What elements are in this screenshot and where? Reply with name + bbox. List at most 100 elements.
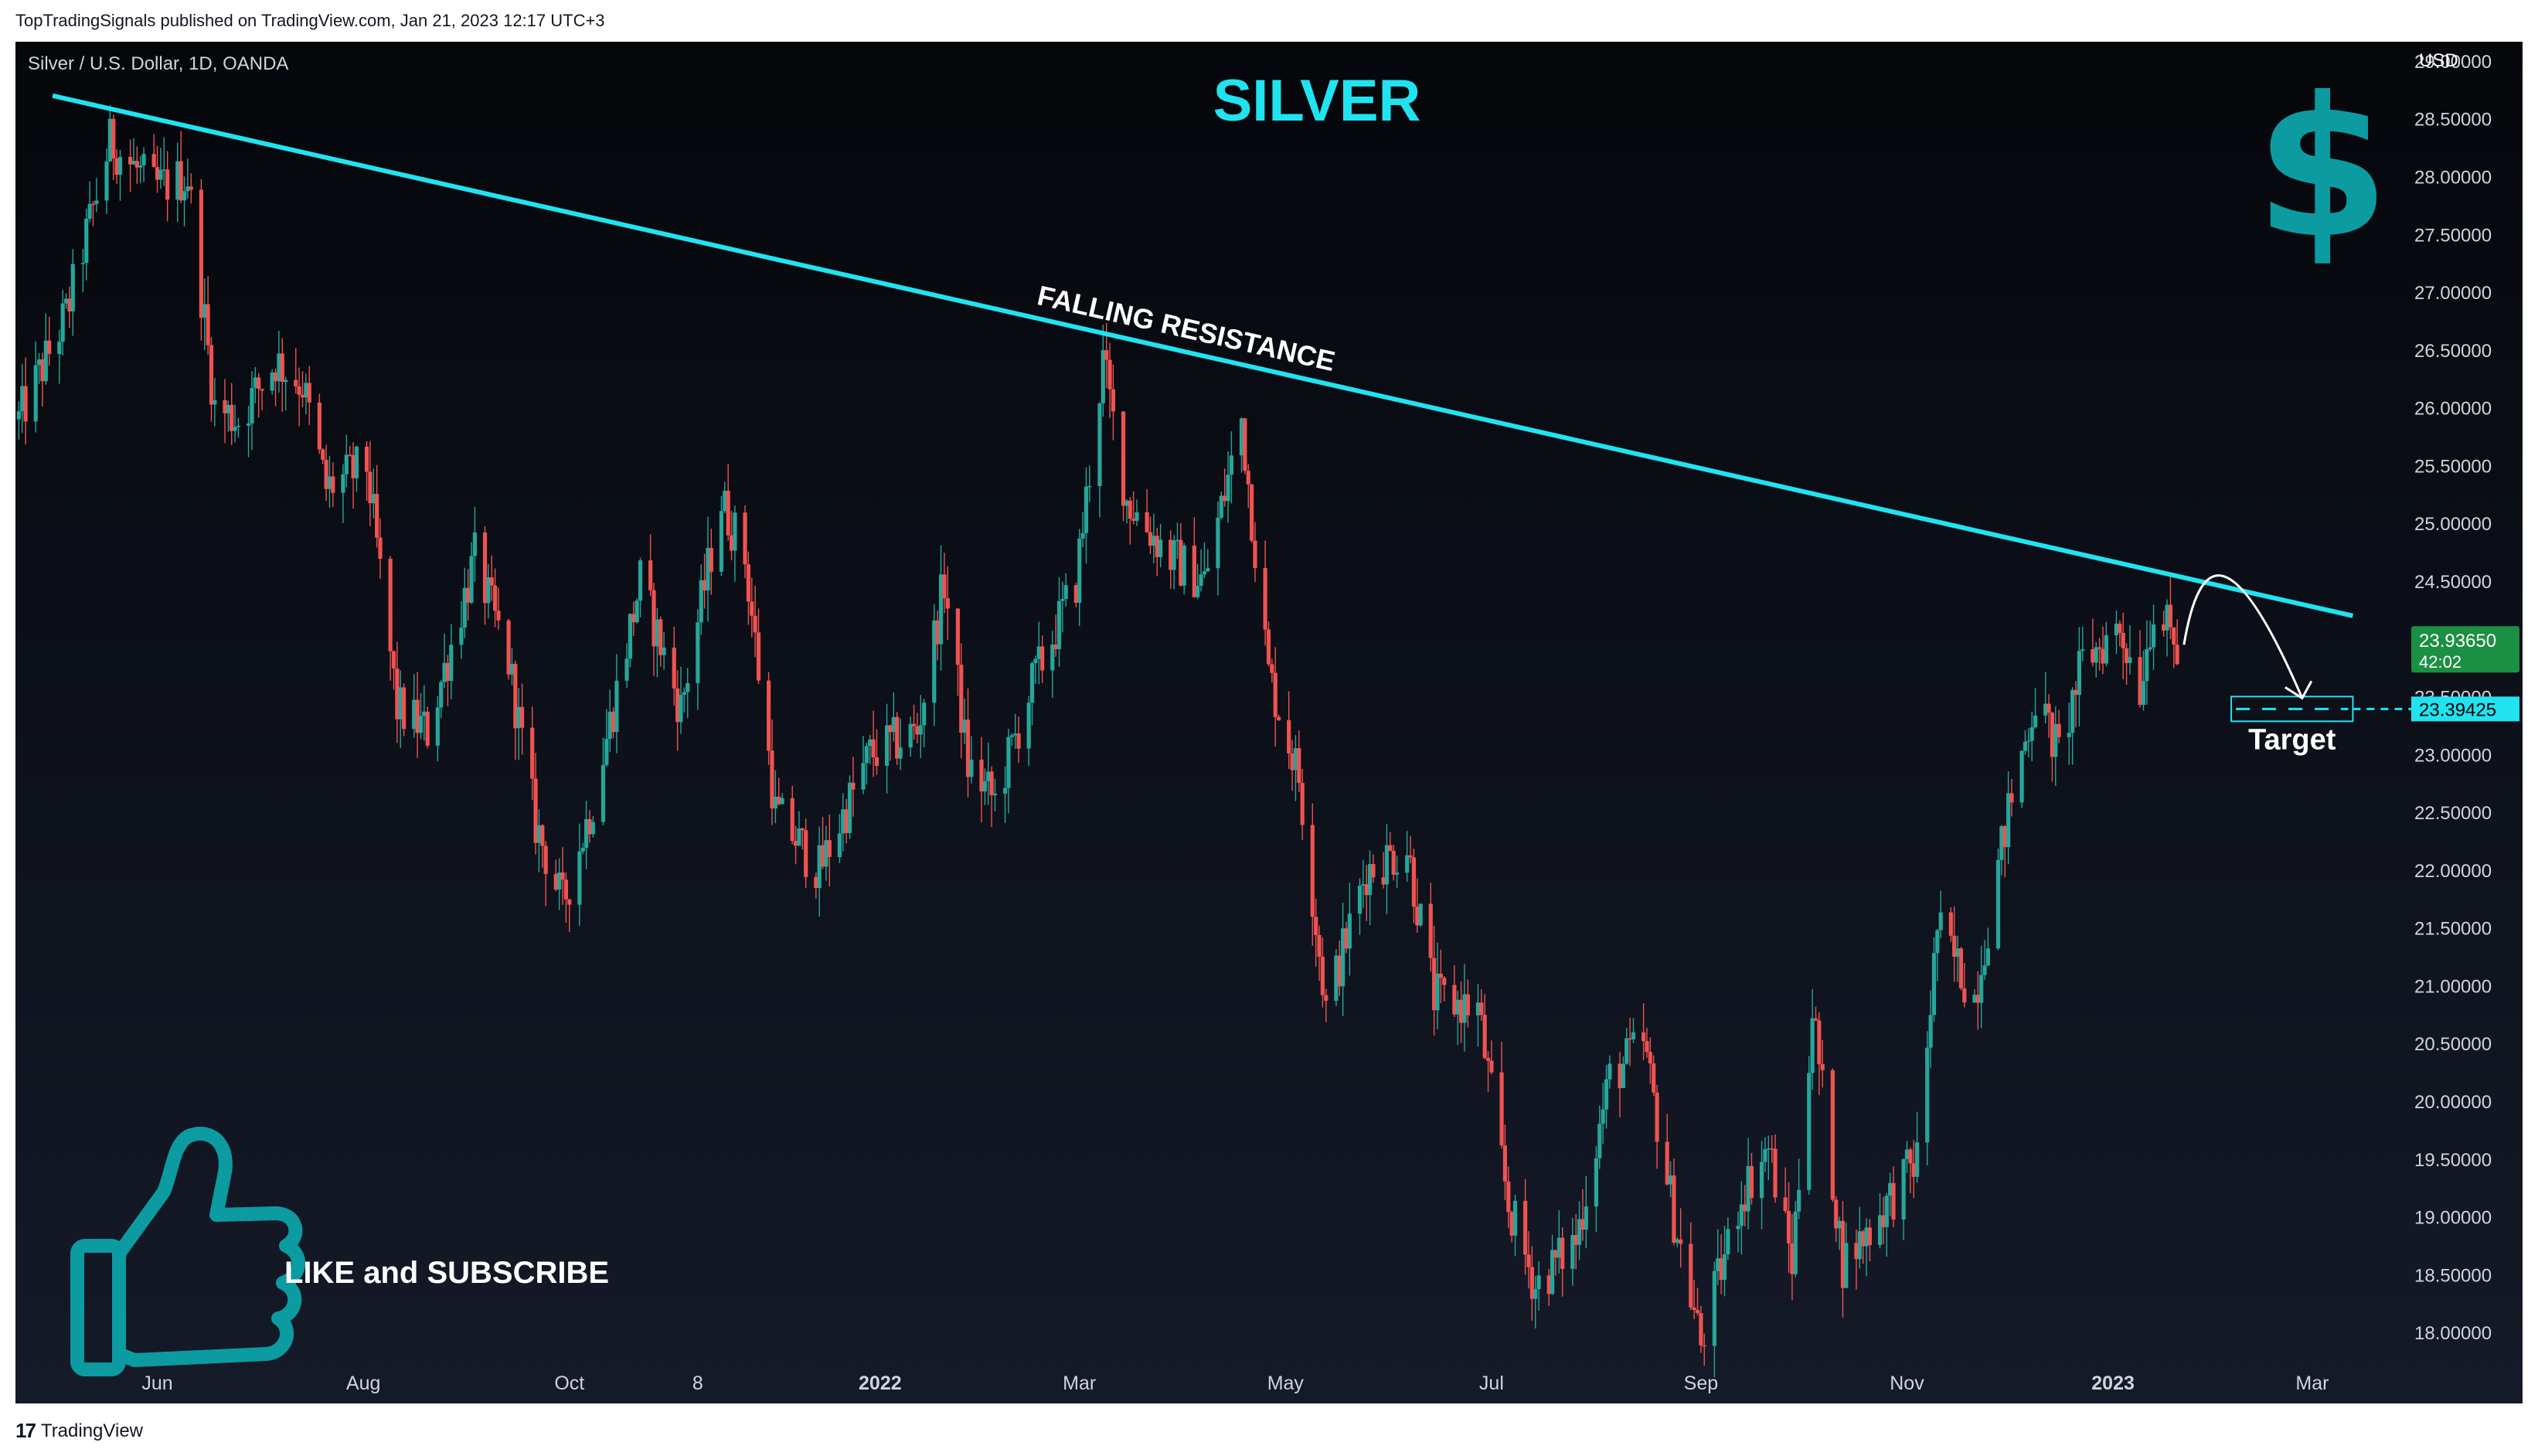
candle-body	[1736, 1226, 1740, 1230]
candle-body	[202, 304, 207, 318]
candle-body	[1169, 539, 1173, 570]
price-chart[interactable]: FALLING RESISTANCE 29.0000028.5000028.00…	[15, 42, 2523, 1403]
candle-body	[989, 771, 994, 796]
candle-body	[2145, 649, 2149, 682]
candle-body	[1975, 995, 1980, 1003]
candle-body	[655, 619, 660, 647]
candle-body	[756, 632, 761, 681]
candle-body	[223, 400, 227, 413]
currency-label: USD	[2419, 50, 2458, 71]
candle-body	[1013, 733, 1018, 736]
candle-body	[1854, 1243, 1859, 1260]
candle-body	[486, 577, 491, 604]
candle-body	[2080, 649, 2085, 651]
last-price-badge	[2411, 626, 2519, 673]
candle-body	[938, 574, 944, 645]
candle-body	[1668, 1175, 1673, 1185]
candle-body	[1462, 994, 1467, 1023]
candle-body	[117, 156, 123, 175]
candle-body	[1216, 517, 1220, 569]
candle-body	[631, 614, 636, 623]
candle-body	[1820, 1063, 1825, 1070]
x-tick-label: Oct	[554, 1373, 584, 1394]
chart-background	[15, 42, 2523, 1403]
candle-body	[1739, 1204, 1744, 1226]
candle-body	[1533, 1289, 1538, 1299]
candle-body	[300, 394, 305, 398]
candle-body	[1405, 855, 1410, 873]
candle-body	[851, 782, 856, 790]
candle-body	[1121, 411, 1126, 506]
candle-body	[162, 169, 166, 171]
candle-body	[94, 200, 99, 204]
candle-body	[1442, 978, 1447, 985]
candle-body	[658, 619, 663, 655]
candle-body	[1002, 788, 1008, 794]
candle-body	[1570, 1235, 1575, 1269]
candle-body	[1928, 1015, 1933, 1048]
candle-body	[179, 161, 183, 201]
candle-body	[158, 169, 163, 180]
tradingview-footer[interactable]: 17 TradingView	[15, 1419, 143, 1443]
candle-body	[1270, 664, 1274, 673]
publisher-line: TopTradingSignals published on TradingVi…	[15, 11, 605, 30]
candle-body	[706, 547, 710, 591]
candle-body	[516, 706, 521, 729]
candle-body	[189, 186, 193, 190]
candle-body	[1084, 486, 1089, 533]
x-tick-label: 2023	[2091, 1373, 2135, 1394]
candle-body	[918, 725, 923, 735]
candle-body	[1053, 644, 1058, 650]
candle-body	[540, 825, 545, 846]
candle-body	[1675, 1239, 1679, 1243]
candle-body	[2121, 632, 2125, 648]
candle-body	[648, 560, 653, 590]
candle-body	[2006, 793, 2011, 848]
candle-body	[114, 158, 119, 175]
candle-body	[1712, 1271, 1716, 1346]
candle-body	[84, 218, 89, 264]
candle-body	[1958, 948, 1964, 988]
candle-body	[1935, 930, 1940, 954]
y-tick-label: 25.00000	[2414, 514, 2492, 535]
x-tick-label: Mar	[1063, 1373, 1096, 1394]
candle-body	[1857, 1231, 1862, 1260]
candle-body	[199, 189, 203, 318]
candle-body	[1631, 1032, 1636, 1039]
candle-body	[67, 298, 72, 311]
candle-body	[1104, 350, 1109, 360]
candle-body	[513, 664, 518, 729]
candle-body	[2009, 793, 2014, 803]
candle-body	[560, 873, 565, 880]
candle-body	[1175, 539, 1180, 542]
candle-body	[277, 353, 281, 382]
candle-body	[506, 620, 511, 675]
candle-body	[509, 664, 515, 675]
candle-body	[402, 687, 407, 730]
candle-body	[226, 404, 230, 413]
candle-body	[607, 711, 612, 740]
candle-body	[1506, 1181, 1511, 1213]
candle-body	[1719, 1258, 1723, 1280]
candle-body	[344, 454, 349, 475]
candle-body	[1955, 948, 1960, 957]
y-tick-label: 23.00000	[2414, 745, 2492, 766]
candle-body	[1689, 1243, 1693, 1308]
candle-body	[230, 404, 234, 431]
candle-body	[412, 699, 417, 730]
candle-body	[90, 203, 96, 206]
candle-body	[780, 798, 784, 805]
x-tick-label: Sep	[1684, 1373, 1718, 1394]
candle-body	[1509, 1212, 1514, 1236]
candle-body	[1320, 956, 1325, 995]
candle-body	[462, 587, 467, 628]
candle-body	[942, 574, 947, 598]
candle-body	[449, 645, 454, 682]
candle-body	[155, 167, 160, 180]
candle-body	[1584, 1206, 1588, 1230]
candle-body	[1155, 536, 1159, 557]
candle-body	[435, 707, 440, 746]
footer-brand: TradingView	[40, 1420, 143, 1441]
candle-body	[131, 161, 136, 165]
candle-body	[151, 154, 156, 168]
